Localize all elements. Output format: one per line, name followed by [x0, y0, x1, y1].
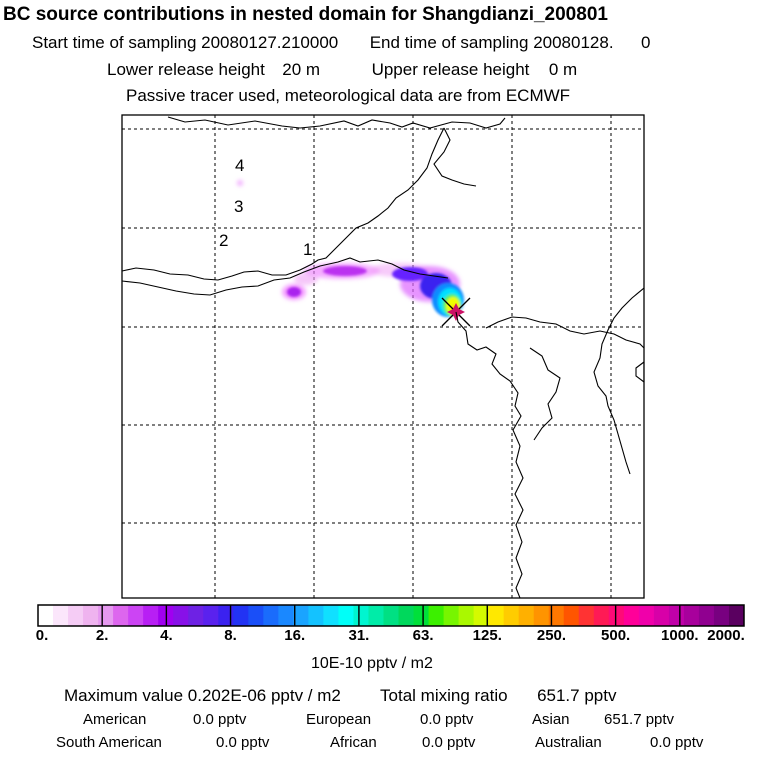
tracer-note: Passive tracer used, meteorological data…: [126, 86, 571, 105]
upper-height-value: 0 m: [548, 60, 578, 79]
colorbar-tick-label: 500.: [601, 627, 631, 644]
colorbar-tick-label: 2000.: [707, 627, 745, 644]
colorbar-tick-label: 1000.: [661, 627, 699, 644]
coast-lower: [122, 257, 449, 296]
total-mixing-label: Total mixing ratio: [380, 686, 508, 705]
colorbar-tick-label: 16.: [284, 627, 306, 644]
page-title: BC source contributions in nested domain…: [3, 4, 608, 25]
max-value: 0.202E-06 pptv / m2: [187, 686, 341, 705]
region-value-american: 0.0 pptv: [193, 711, 247, 728]
korea-coast: [485, 316, 644, 349]
trajectory-marker-3: 3: [234, 197, 243, 216]
coastlines: [122, 116, 644, 598]
region-name-american: American: [83, 711, 147, 728]
map-frame: [121, 114, 645, 599]
region-name-australian: Australian: [535, 734, 602, 751]
colorbar-tick-label: 4.: [160, 627, 173, 644]
region-value-african: 0.0 pptv: [422, 734, 476, 751]
lower-height-label: Lower release height: [107, 60, 265, 79]
region-name-asian: Asian: [532, 711, 570, 728]
region-name-south-american: South American: [56, 734, 162, 751]
trajectory-marker-4: 4: [235, 156, 244, 175]
sampling-times: Start time of sampling 20080127.210000 E…: [32, 34, 651, 51]
bay-coast: [529, 347, 561, 441]
end-time-value: 20080128.: [533, 33, 614, 52]
lower-height-value: 20 m: [282, 60, 321, 79]
stats-summary: Maximum value 0.202E-06 pptv / m2 Total …: [64, 687, 616, 704]
trajectory-marker-2: 2: [219, 231, 228, 250]
peninsula-coast: [455, 311, 524, 598]
region-value-australian: 0.0 pptv: [650, 734, 704, 751]
colorbar-tick-label: 31.: [348, 627, 370, 644]
region-name-european: European: [306, 711, 372, 728]
colorbar-tick-label: 0.: [35, 627, 49, 644]
colorbar-units: 10E-10 pptv / m2: [311, 655, 433, 672]
max-value-label: Maximum value: [64, 686, 184, 705]
colorbar-tick-label: 125.: [472, 627, 502, 644]
start-time-label: Start time of sampling: [32, 33, 197, 52]
land-border: [433, 127, 477, 187]
korea-east: [593, 287, 644, 475]
colorbar-tick-label: 250.: [536, 627, 567, 644]
colorbar-tick-label: 2.: [95, 627, 109, 644]
region-name-african: African: [330, 734, 377, 751]
northern-boundary: [167, 116, 506, 129]
end-time-suffix: 0: [641, 33, 651, 52]
region-value-asian: 651.7 pptv: [604, 711, 675, 728]
coast-upper: [122, 127, 445, 281]
end-time-label: End time of sampling: [369, 33, 529, 52]
map-gridlines: [122, 115, 644, 598]
colorbar-tick-label: 8.: [224, 627, 237, 644]
plume-field: [237, 180, 471, 327]
total-mixing-value: 651.7 pptv: [537, 686, 617, 705]
region-value-south-american: 0.0 pptv: [216, 734, 270, 751]
island-outline: [635, 361, 644, 383]
start-time-value: 20080127.210000: [201, 33, 339, 52]
region-value-european: 0.0 pptv: [420, 711, 474, 728]
release-heights: Lower release height 20 m Upper release …: [107, 61, 577, 78]
upper-height-label: Upper release height: [371, 60, 530, 79]
colorbar-tick-label: 63.: [412, 627, 434, 644]
trajectory-marker-1: 1: [303, 240, 312, 259]
